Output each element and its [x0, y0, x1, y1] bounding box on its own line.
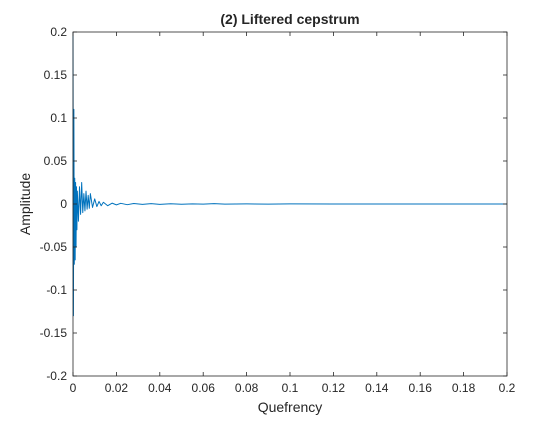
x-tick-label: 0.1	[282, 381, 299, 395]
y-tick-label: 0.15	[44, 68, 68, 82]
x-tick-label: 0.18	[452, 381, 476, 395]
y-tick-label: -0.15	[40, 326, 68, 340]
series-layer	[72, 31, 507, 317]
x-tick-label: 0.02	[105, 381, 129, 395]
x-tick-label: 0.06	[192, 381, 216, 395]
y-tick-label: 0.1	[50, 111, 67, 125]
x-tick-label: 0.12	[322, 381, 346, 395]
x-tick-label: 0.14	[365, 381, 389, 395]
x-tick-label: 0.2	[499, 381, 516, 395]
y-tick-label: 0	[60, 197, 67, 211]
y-tick-label: 0.2	[50, 25, 67, 39]
y-axis: -0.2 -0.15 -0.1 -0.05 0 0.05 0.1 0.15 0.2	[40, 25, 507, 383]
x-tick-label: 0	[70, 381, 77, 395]
y-tick-label: 0.05	[44, 154, 68, 168]
x-tick-label: 0.16	[409, 381, 433, 395]
series-line	[72, 31, 507, 317]
x-tick-label: 0.04	[148, 381, 172, 395]
x-axis-label: Quefrency	[258, 399, 323, 415]
y-tick-label: -0.1	[46, 283, 67, 297]
x-tick-label: 0.08	[235, 381, 259, 395]
y-axis-label: Amplitude	[17, 173, 33, 235]
axes-box	[72, 31, 508, 377]
y-tick-label: -0.05	[40, 240, 68, 254]
y-tick-label: -0.2	[46, 369, 67, 383]
x-axis: 0 0.02 0.04 0.06 0.08 0.1 0.12 0.14 0.16 0.18 0.2	[70, 32, 516, 395]
chart-title: (2) Liftered cepstrum	[220, 11, 359, 27]
